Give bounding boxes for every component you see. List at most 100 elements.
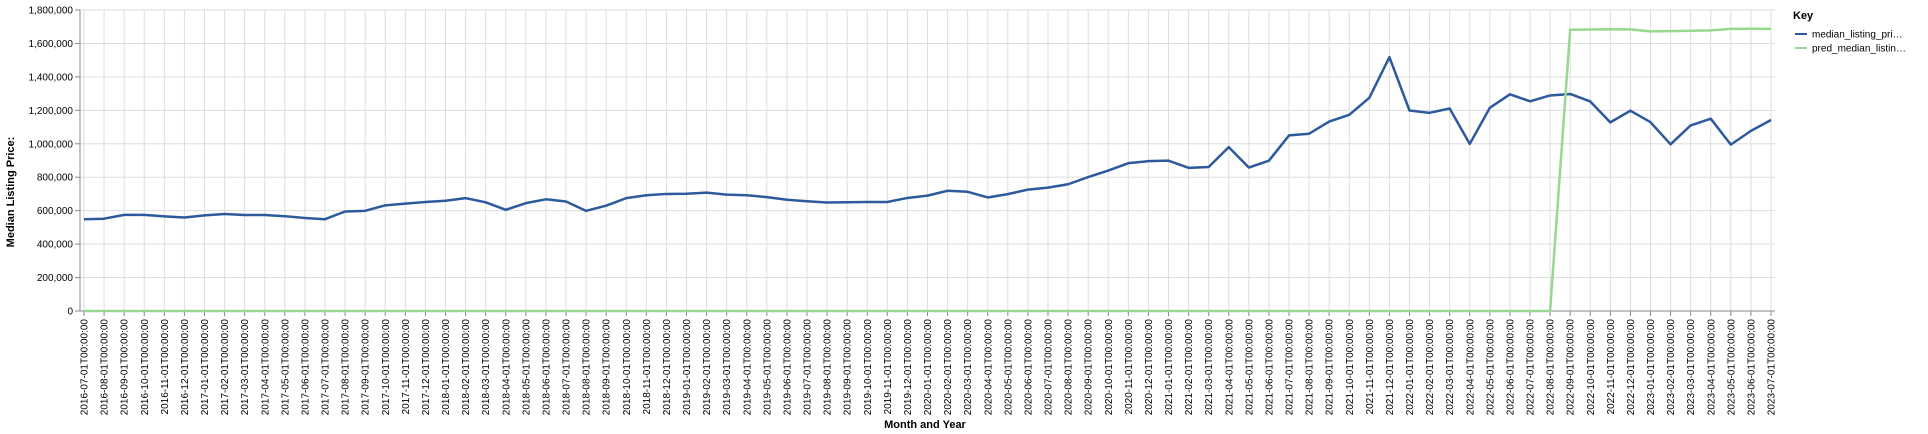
x-tick-label: 2020-01-01T00:00:00 <box>923 319 934 416</box>
legend-label: median_listing_pri… <box>1812 30 1903 41</box>
y-tick-label: 1,600,000 <box>29 39 74 50</box>
x-tick-label: 2019-07-01T00:00:00 <box>803 319 814 416</box>
x-tick-label: 2020-06-01T00:00:00 <box>1023 319 1034 416</box>
x-tick-label: 2022-04-01T00:00:00 <box>1465 319 1476 416</box>
x-tick-label: 2018-04-01T00:00:00 <box>501 319 512 416</box>
x-tick-label: 2020-12-01T00:00:00 <box>1144 319 1155 416</box>
x-tick-label: 2017-01-01T00:00:00 <box>200 319 211 416</box>
x-tick-label: 2020-05-01T00:00:00 <box>1003 319 1014 416</box>
x-tick-label: 2022-03-01T00:00:00 <box>1445 319 1456 416</box>
legend: Key median_listing_pri… pred_median_listi… <box>1793 10 1906 55</box>
x-tick-label: 2019-12-01T00:00:00 <box>903 319 914 416</box>
x-tick-label: 2016-11-01T00:00:00 <box>160 319 171 415</box>
x-tick-label: 2021-06-01T00:00:00 <box>1264 319 1275 416</box>
x-tick-label: 2018-05-01T00:00:00 <box>521 319 532 416</box>
x-tick-label: 2017-06-01T00:00:00 <box>300 319 311 416</box>
x-tick-label: 2018-07-01T00:00:00 <box>562 319 573 416</box>
x-tick-label: 2021-05-01T00:00:00 <box>1244 319 1255 416</box>
x-tick-label: 2019-04-01T00:00:00 <box>742 319 753 416</box>
x-tick-label: 2016-08-01T00:00:00 <box>100 319 111 416</box>
x-tick-label: 2017-08-01T00:00:00 <box>341 319 352 416</box>
x-tick-label: 2022-01-01T00:00:00 <box>1405 319 1416 416</box>
x-tick-label: 2019-08-01T00:00:00 <box>823 319 834 416</box>
x-tick-label: 2017-09-01T00:00:00 <box>361 319 372 416</box>
x-tick-label: 2016-12-01T00:00:00 <box>180 319 191 416</box>
x-tick-label: 2023-06-01T00:00:00 <box>1746 319 1757 416</box>
x-tick-label: 2017-04-01T00:00:00 <box>260 319 271 416</box>
x-tick-label: 2017-05-01T00:00:00 <box>280 319 291 416</box>
y-tick-label: 1,200,000 <box>29 106 74 117</box>
x-tick-label: 2017-07-01T00:00:00 <box>321 319 332 416</box>
x-tick-label: 2017-03-01T00:00:00 <box>240 319 251 416</box>
x-tick-label: 2021-08-01T00:00:00 <box>1305 319 1316 416</box>
x-axis-title: Month and Year <box>884 419 966 431</box>
x-tick-label: 2016-07-01T00:00:00 <box>80 319 91 416</box>
x-tick-label: 2022-11-01T00:00:00 <box>1606 319 1617 415</box>
x-tick-label: 2019-05-01T00:00:00 <box>762 319 773 416</box>
x-tick-label: 2018-06-01T00:00:00 <box>541 319 552 416</box>
x-tick-label: 2023-05-01T00:00:00 <box>1726 319 1737 416</box>
x-tick-label: 2022-12-01T00:00:00 <box>1626 319 1637 416</box>
x-tick-label: 2020-04-01T00:00:00 <box>983 319 994 416</box>
x-tick-label: 2016-09-01T00:00:00 <box>120 319 131 416</box>
x-tick-label: 2019-10-01T00:00:00 <box>863 319 874 416</box>
x-tick-label: 2022-06-01T00:00:00 <box>1505 319 1516 416</box>
x-tick-label: 2016-10-01T00:00:00 <box>140 319 151 416</box>
x-tick-label: 2017-10-01T00:00:00 <box>381 319 392 416</box>
legend-label: pred_median_listin… <box>1812 44 1906 55</box>
x-tick-label: 2019-02-01T00:00:00 <box>702 319 713 416</box>
x-tick-label: 2022-07-01T00:00:00 <box>1526 319 1537 416</box>
x-tick-label: 2018-11-01T00:00:00 <box>642 319 653 415</box>
x-tick-label: 2020-11-01T00:00:00 <box>1124 319 1135 415</box>
x-tick-label: 2023-03-01T00:00:00 <box>1686 319 1697 416</box>
x-tick-label: 2021-10-01T00:00:00 <box>1345 319 1356 416</box>
x-tick-label: 2019-06-01T00:00:00 <box>782 319 793 416</box>
x-tick-label: 2023-01-01T00:00:00 <box>1646 319 1657 416</box>
y-tick-label: 200,000 <box>37 273 74 284</box>
x-tick-label: 2020-10-01T00:00:00 <box>1104 319 1115 416</box>
x-tick-label: 2017-12-01T00:00:00 <box>421 319 432 416</box>
x-tick-label: 2019-09-01T00:00:00 <box>843 319 854 416</box>
x-tick-label: 2020-08-01T00:00:00 <box>1064 319 1075 416</box>
x-tick-label: 2018-09-01T00:00:00 <box>602 319 613 416</box>
x-tick-label: 2023-02-01T00:00:00 <box>1666 319 1677 416</box>
x-tick-label: 2018-12-01T00:00:00 <box>662 319 673 416</box>
x-tick-label: 2022-09-01T00:00:00 <box>1566 319 1577 416</box>
x-tick-label: 2020-03-01T00:00:00 <box>963 319 974 416</box>
x-tick-label: 2021-07-01T00:00:00 <box>1285 319 1296 416</box>
x-tick-label: 2022-10-01T00:00:00 <box>1586 319 1597 416</box>
x-tick-label: 2017-02-01T00:00:00 <box>220 319 231 416</box>
x-tick-label: 2022-05-01T00:00:00 <box>1485 319 1496 416</box>
x-tick-label: 2019-11-01T00:00:00 <box>883 319 894 415</box>
y-tick-label: 0 <box>67 307 73 318</box>
y-axis-title: Median Listing Price: <box>5 137 17 248</box>
y-axis: 0 200,000 400,000 600,000 800,000 1,000,000 1,… <box>29 6 81 318</box>
x-tick-label: 2021-02-01T00:00:00 <box>1184 319 1195 416</box>
x-tick-label: 2018-02-01T00:00:00 <box>461 319 472 416</box>
x-tick-label: 2020-07-01T00:00:00 <box>1044 319 1055 416</box>
x-tick-label: 2018-10-01T00:00:00 <box>622 319 633 416</box>
series-lines <box>83 27 1772 313</box>
series-line <box>84 27 1772 313</box>
y-tick-label: 1,000,000 <box>29 139 74 150</box>
x-axis: 2016-07-01T00:00:00 2016-08-01T00:00:00 20… <box>80 310 1778 416</box>
x-tick-label: 2020-02-01T00:00:00 <box>943 319 954 416</box>
y-tick-label: 400,000 <box>37 240 74 251</box>
y-tick-label: 1,400,000 <box>29 72 74 83</box>
x-tick-label: 2018-01-01T00:00:00 <box>441 319 452 416</box>
y-tick-label: 800,000 <box>37 173 74 184</box>
x-tick-label: 2021-09-01T00:00:00 <box>1325 319 1336 416</box>
x-tick-label: 2021-01-01T00:00:00 <box>1164 319 1175 416</box>
x-tick-label: 2018-03-01T00:00:00 <box>481 319 492 416</box>
x-tick-label: 2020-09-01T00:00:00 <box>1084 319 1095 416</box>
x-tick-label: 2018-08-01T00:00:00 <box>582 319 593 416</box>
x-tick-label: 2022-02-01T00:00:00 <box>1425 319 1436 416</box>
legend-title: Key <box>1793 10 1814 22</box>
x-tick-label: 2022-08-01T00:00:00 <box>1546 319 1557 416</box>
x-tick-label: 2021-04-01T00:00:00 <box>1224 319 1235 416</box>
x-tick-label: 2017-11-01T00:00:00 <box>401 319 412 415</box>
grid-lines <box>80 9 1775 312</box>
x-tick-label: 2019-03-01T00:00:00 <box>722 319 733 416</box>
x-tick-label: 2023-04-01T00:00:00 <box>1706 319 1717 416</box>
